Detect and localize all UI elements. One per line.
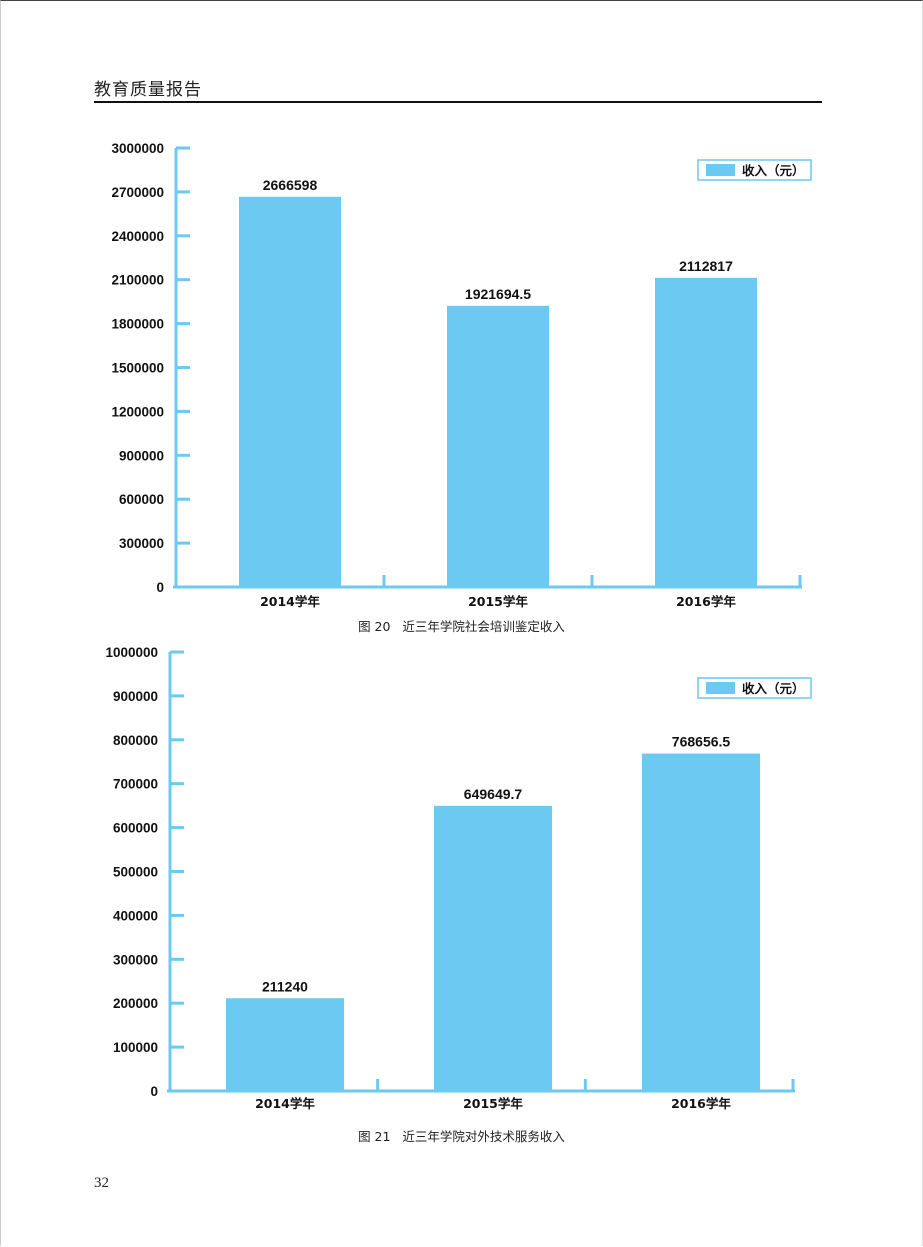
y-tick-label: 200000 <box>113 996 158 1011</box>
figure-21-title: 近三年学院对外技术服务收入 <box>402 1129 565 1144</box>
figure-20-caption: 图 20 近三年学院社会培训鉴定收入 <box>0 616 923 635</box>
y-tick-label: 1800000 <box>111 317 164 332</box>
bar-value-label: 1921694.5 <box>465 286 531 302</box>
bar-3 <box>642 753 760 1090</box>
bar-1 <box>239 196 341 586</box>
legend-label: 收入（元） <box>742 681 805 696</box>
y-tick-label: 100000 <box>113 1040 158 1055</box>
chart-social-training-income: 0 300000 600000 900000 1200000 1500000 1800000… <box>111 141 812 609</box>
page-number: 32 <box>94 1175 109 1191</box>
y-tick-label: 2400000 <box>111 229 164 244</box>
header-rule <box>94 101 822 103</box>
bar-value-label: 768656.5 <box>672 734 731 750</box>
y-tick-label: 1000000 <box>105 645 158 660</box>
x-category-label: 2014学年 <box>260 594 320 609</box>
y-tick-label: 900000 <box>113 689 158 704</box>
bar-1 <box>226 998 344 1090</box>
y-tick-label: 800000 <box>113 733 158 748</box>
page-header-title: 教育质量报告 <box>94 80 202 100</box>
y-tick-label: 3000000 <box>111 141 164 156</box>
legend-swatch <box>706 682 735 694</box>
legend-label: 收入（元） <box>742 163 805 178</box>
x-category-label: 2015学年 <box>463 1096 523 1111</box>
y-tick-label: 500000 <box>113 865 158 880</box>
y-tick-label: 1200000 <box>111 404 164 419</box>
y-tick-label: 0 <box>150 1084 158 1099</box>
y-tick-label: 400000 <box>113 908 158 923</box>
y-tick-label: 1500000 <box>111 361 164 376</box>
figure-21-number: 图 21 <box>358 1129 391 1144</box>
figure-20-title: 近三年学院社会培训鉴定收入 <box>402 619 565 634</box>
chart-technical-service-income: 0 100000 200000 300000 400000 500000 600000 700… <box>105 645 812 1111</box>
x-category-label: 2015学年 <box>468 594 528 609</box>
bar-2 <box>434 805 552 1090</box>
y-tick-label: 0 <box>156 580 164 595</box>
figure-21-caption: 图 21 近三年学院对外技术服务收入 <box>0 1126 923 1145</box>
y-tick-label: 600000 <box>113 821 158 836</box>
y-tick-label: 2100000 <box>111 273 164 288</box>
x-category-label: 2016学年 <box>676 594 736 609</box>
x-category-label: 2014学年 <box>255 1096 315 1111</box>
y-tick-label: 300000 <box>119 536 164 551</box>
x-category-label: 2016学年 <box>671 1096 731 1111</box>
bar-value-label: 649649.7 <box>464 786 523 802</box>
bar-value-label: 2112817 <box>679 258 733 274</box>
bar-2 <box>447 305 549 586</box>
figure-20-number: 图 20 <box>358 619 391 634</box>
y-tick-label: 700000 <box>113 777 158 792</box>
y-tick-label: 900000 <box>119 448 164 463</box>
y-tick-label: 2700000 <box>111 185 164 200</box>
bar-value-label: 211240 <box>262 978 308 994</box>
bar-value-label: 2666598 <box>263 177 318 193</box>
y-tick-label: 300000 <box>113 952 158 967</box>
y-tick-label: 600000 <box>119 492 164 507</box>
legend-swatch <box>706 164 735 176</box>
bar-3 <box>655 277 757 586</box>
